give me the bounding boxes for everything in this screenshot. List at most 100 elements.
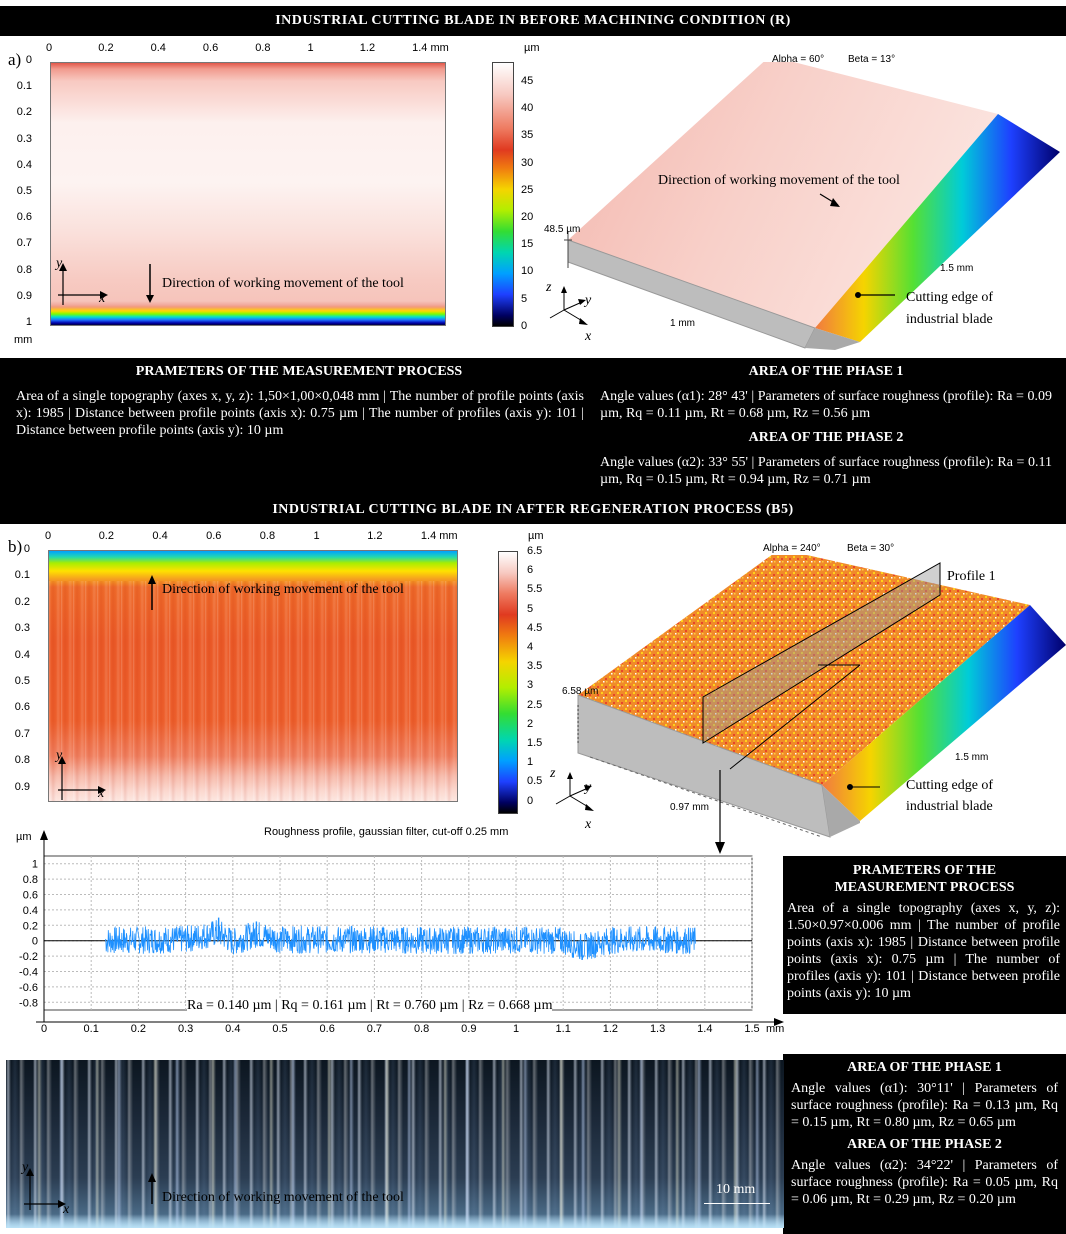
colorbar-b-tick-1: 6	[527, 564, 534, 577]
title-b: INDUSTRIAL CUTTING BLADE IN AFTER REGENE…	[272, 502, 794, 517]
panel-a-arrows	[58, 263, 154, 305]
params-a-heading: PRAMETERS OF THE MEASUREMENT PROCESS	[135, 364, 463, 379]
iso-b-profile-label: Profile 1	[947, 569, 996, 584]
profile-x-tick-0: 0	[41, 1023, 47, 1035]
colorbar-b-tick-0: 6.5	[527, 545, 543, 557]
colorbar-b	[498, 551, 518, 814]
iso-a-top-surface	[568, 62, 998, 328]
colorbar-b-tick-11: 1	[527, 756, 534, 769]
microscope-photo	[6, 1060, 784, 1228]
params-a-phase2-heading: AREA OF THE PHASE 2	[748, 430, 904, 445]
iso-b-cutting-edge	[822, 605, 1066, 821]
profile-y-tick-6: -0.2	[19, 951, 38, 963]
panel-a-y-tick-0: 0	[25, 54, 32, 66]
panel-b-x-tick-3: 0.6	[206, 530, 222, 542]
photo-scale-bar	[704, 1203, 770, 1204]
profile-x-tick-1: 0.1	[84, 1023, 99, 1035]
colorbar-a-tick-6: 15	[521, 238, 534, 251]
panel-a-x-tick-5: 1	[307, 42, 314, 54]
panel-a-axis-y: y	[56, 256, 63, 271]
params-b-heading-2: MEASUREMENT PROCESS	[834, 880, 1015, 895]
iso-b-bevel-face	[822, 785, 860, 837]
profile-y-tick-2: 0.6	[23, 890, 38, 902]
panel-a-y-tick-8: 0.8	[16, 263, 32, 276]
params-b-heading-1: PRAMETERS OF THE	[852, 863, 997, 878]
iso-a-edge-label-2: industrial blade	[906, 312, 993, 327]
iso-a-bevel-face	[805, 328, 860, 350]
iso-b-profile-plane	[702, 562, 941, 744]
profile-chart: 0 0.1 0.2 0.3 0.4 0.5 0.6 0.7 0.8 0.9 1 1.1 1.2 1.3 1.…	[16, 830, 784, 1035]
profile-y-arrow	[40, 830, 48, 840]
panel-a-axis-x: x	[99, 291, 106, 306]
photo-arrows	[24, 1168, 156, 1210]
colorbar-a-tick-9: 0	[521, 319, 528, 332]
iso-a-view	[564, 62, 1060, 350]
profile-x-arrow	[774, 1018, 784, 1026]
panel-a-y-tick-7: 0.7	[16, 237, 32, 250]
colorbar-b-unit: µm	[528, 530, 544, 542]
params-a-text: Area of a single topography (axes x, y, …	[16, 389, 584, 438]
panel-a-x-tick-4: 0.8	[255, 42, 271, 54]
iso-b-beta: Beta = 30°	[847, 543, 895, 554]
panel-a-y-tick-5: 0.5	[16, 185, 32, 197]
panel-b-arrows	[58, 575, 156, 800]
profile-x-tick-14: 1.4	[697, 1023, 712, 1035]
panel-b-x-tick-7: 1.4 mm	[420, 530, 458, 542]
colorbar-a-tick-0: 45	[521, 75, 534, 87]
profile-x-tick-6: 0.6	[320, 1023, 335, 1035]
panel-a-x-tick-7: 1.4 mm	[412, 42, 449, 54]
profile-x-unit: mm	[766, 1023, 784, 1035]
panel-a-y-unit: mm	[14, 334, 33, 346]
panel-a-x-tick-3: 0.6	[202, 42, 219, 54]
colorbar-b-tick-7: 3	[527, 679, 534, 692]
profile-x-tick-11: 1.1	[556, 1023, 571, 1035]
colorbar-b-tick-6: 3.5	[527, 660, 543, 673]
panel-a-x-tick-0: 0	[46, 42, 53, 54]
profile-x-tick-2: 0.2	[131, 1023, 146, 1035]
panel-a-y-tick-9: 0.9	[16, 289, 32, 302]
profile-y-tick-0: 1	[32, 859, 38, 871]
profile-y-tick-8: -0.6	[19, 982, 38, 994]
iso-a-cutting-edge	[815, 114, 1060, 342]
panel-b-y-tick-2: 0.2	[14, 595, 30, 608]
profile-x-tick-10: 1	[513, 1023, 519, 1035]
panel-b-y-tick-0: 0	[23, 543, 30, 555]
colorbar-b-tick-2: 5.5	[527, 583, 543, 596]
panel-b-axis-x: x	[98, 786, 105, 801]
params-a-phase2-text: Angle values (α2): 33° 55' | Parameters …	[600, 455, 1052, 487]
profile-y-tick-4: 0.2	[23, 920, 38, 932]
profile-roughness-text: Ra = 0.140 µm | Rq = 0.161 µm | Rt = 0.7…	[187, 998, 553, 1014]
panel-b-y-tick-6: 0.6	[14, 701, 30, 714]
iso-a-height: 48.5 µm	[544, 224, 581, 235]
profile-series-line	[105, 920, 696, 960]
profile-x-tick-13: 1.3	[650, 1023, 665, 1035]
panel-b-x-tick-2: 0.4	[152, 530, 168, 542]
colorbar-a-unit: µm	[524, 42, 540, 54]
panel-b-x-tick-1: 0.2	[98, 530, 114, 542]
iso-a-beta: Beta = 13°	[848, 54, 896, 65]
panel-b-y-tick-1: 0.1	[14, 569, 30, 582]
colorbar-b-tick-10: 1.5	[527, 737, 543, 749]
iso-b-axis-x: x	[585, 817, 592, 832]
params-b-phase-block: AREA OF THE PHASE 1 Angle values (α1): 3…	[783, 1054, 1066, 1234]
params-a-phase1-heading: AREA OF THE PHASE 1	[748, 364, 904, 379]
iso-a-xyz-axes	[549, 286, 588, 325]
profile-y-tick-1: 0.8	[23, 874, 38, 886]
panel-b-x-tick-0: 0	[45, 530, 52, 542]
title-bar-b: INDUSTRIAL CUTTING BLADE IN AFTER REGENE…	[0, 496, 1066, 524]
photo-axis-x: x	[63, 1202, 70, 1217]
profile-chart-title: Roughness profile, gaussian filter, cut-…	[264, 826, 509, 838]
profile-y-tick-5: 0	[32, 936, 38, 948]
iso-a-edge-label-1: Cutting edge of	[906, 290, 994, 305]
iso-b-len-x: 0.97 mm	[670, 802, 709, 813]
colorbar-a-tick-2: 35	[521, 129, 534, 142]
colorbar-a-tick-3: 30	[521, 156, 534, 169]
profile-x-tick-9: 0.9	[461, 1023, 476, 1035]
colorbar-a-tick-8: 5	[521, 292, 528, 305]
iso-b-edge-label-2: industrial blade	[906, 799, 993, 814]
iso-b-view	[577, 555, 1066, 838]
panel-b-heatmap	[48, 550, 458, 802]
params-a-block	[0, 358, 1066, 496]
panel-letter-b: b)	[8, 537, 23, 556]
panel-a-y-tick-2: 0.2	[16, 106, 32, 119]
